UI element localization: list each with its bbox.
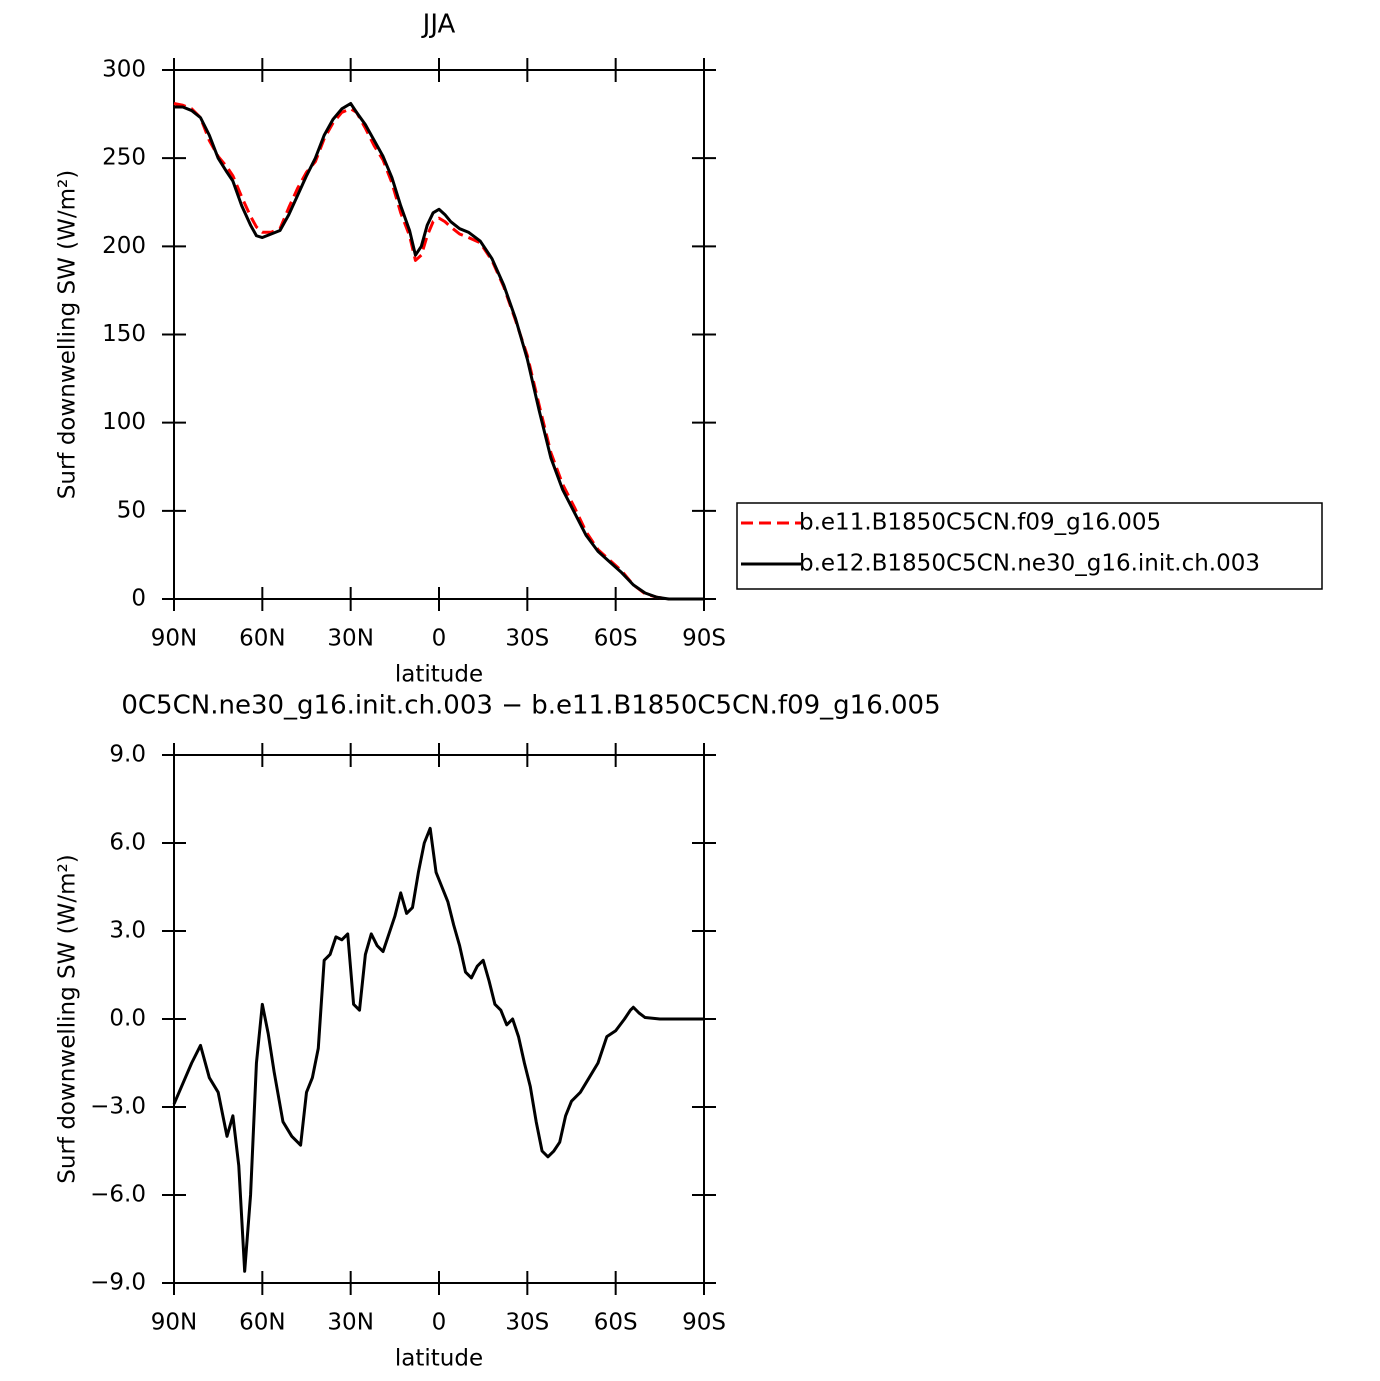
x-tick-label: 0	[432, 1310, 447, 1336]
legend-label: b.e11.B1850C5CN.f09_g16.005	[799, 510, 1161, 536]
y-tick-label: 300	[102, 57, 146, 83]
x-tick-label: 30N	[327, 1310, 373, 1336]
x-tick-label: 90S	[682, 1310, 726, 1336]
x-axis-label: latitude	[395, 662, 483, 688]
plot-frame	[173, 69, 705, 600]
legend-label: b.e12.B1850C5CN.ne30_g16.init.ch.003	[799, 551, 1260, 577]
y-tick-label: 150	[102, 321, 146, 347]
y-tick-label: 0	[131, 586, 146, 612]
x-tick-label: 90N	[151, 626, 197, 652]
x-tick-label: 0	[432, 626, 447, 652]
x-tick-label: 60N	[239, 1310, 285, 1336]
x-tick-label: 90S	[682, 626, 726, 652]
y-axis-label: Surf downwelling SW (W/m²)	[55, 854, 81, 1183]
y-tick-label: 200	[102, 233, 146, 259]
y-tick-label: 9.0	[109, 742, 146, 768]
y-axis-label: Surf downwelling SW (W/m²)	[55, 170, 81, 499]
y-tick-label: 250	[102, 145, 146, 171]
chart-title: 0C5CN.ne30_g16.init.ch.003 − b.e11.B1850…	[121, 691, 940, 721]
y-tick-label: 0.0	[109, 1006, 146, 1032]
series-line	[174, 102, 704, 601]
legend-box	[736, 502, 1323, 590]
series-line	[173, 102, 704, 601]
y-tick-label: 50	[117, 497, 146, 523]
x-axis-label: latitude	[395, 1346, 483, 1372]
y-tick-label: −9.0	[90, 1270, 146, 1296]
y-tick-label: −6.0	[90, 1182, 146, 1208]
x-tick-label: 60N	[239, 626, 285, 652]
x-tick-label: 30S	[505, 626, 549, 652]
x-tick-label: 30S	[505, 1310, 549, 1336]
series-line	[172, 826, 704, 1273]
y-tick-label: −3.0	[90, 1094, 146, 1120]
y-tick-label: 3.0	[109, 918, 146, 944]
x-tick-label: 60S	[594, 626, 638, 652]
chart-title: JJA	[421, 10, 456, 40]
x-tick-label: 60S	[594, 1310, 638, 1336]
y-tick-label: 6.0	[109, 830, 146, 856]
y-tick-label: 100	[102, 409, 146, 435]
x-tick-label: 30N	[327, 626, 373, 652]
x-tick-label: 90N	[151, 1310, 197, 1336]
